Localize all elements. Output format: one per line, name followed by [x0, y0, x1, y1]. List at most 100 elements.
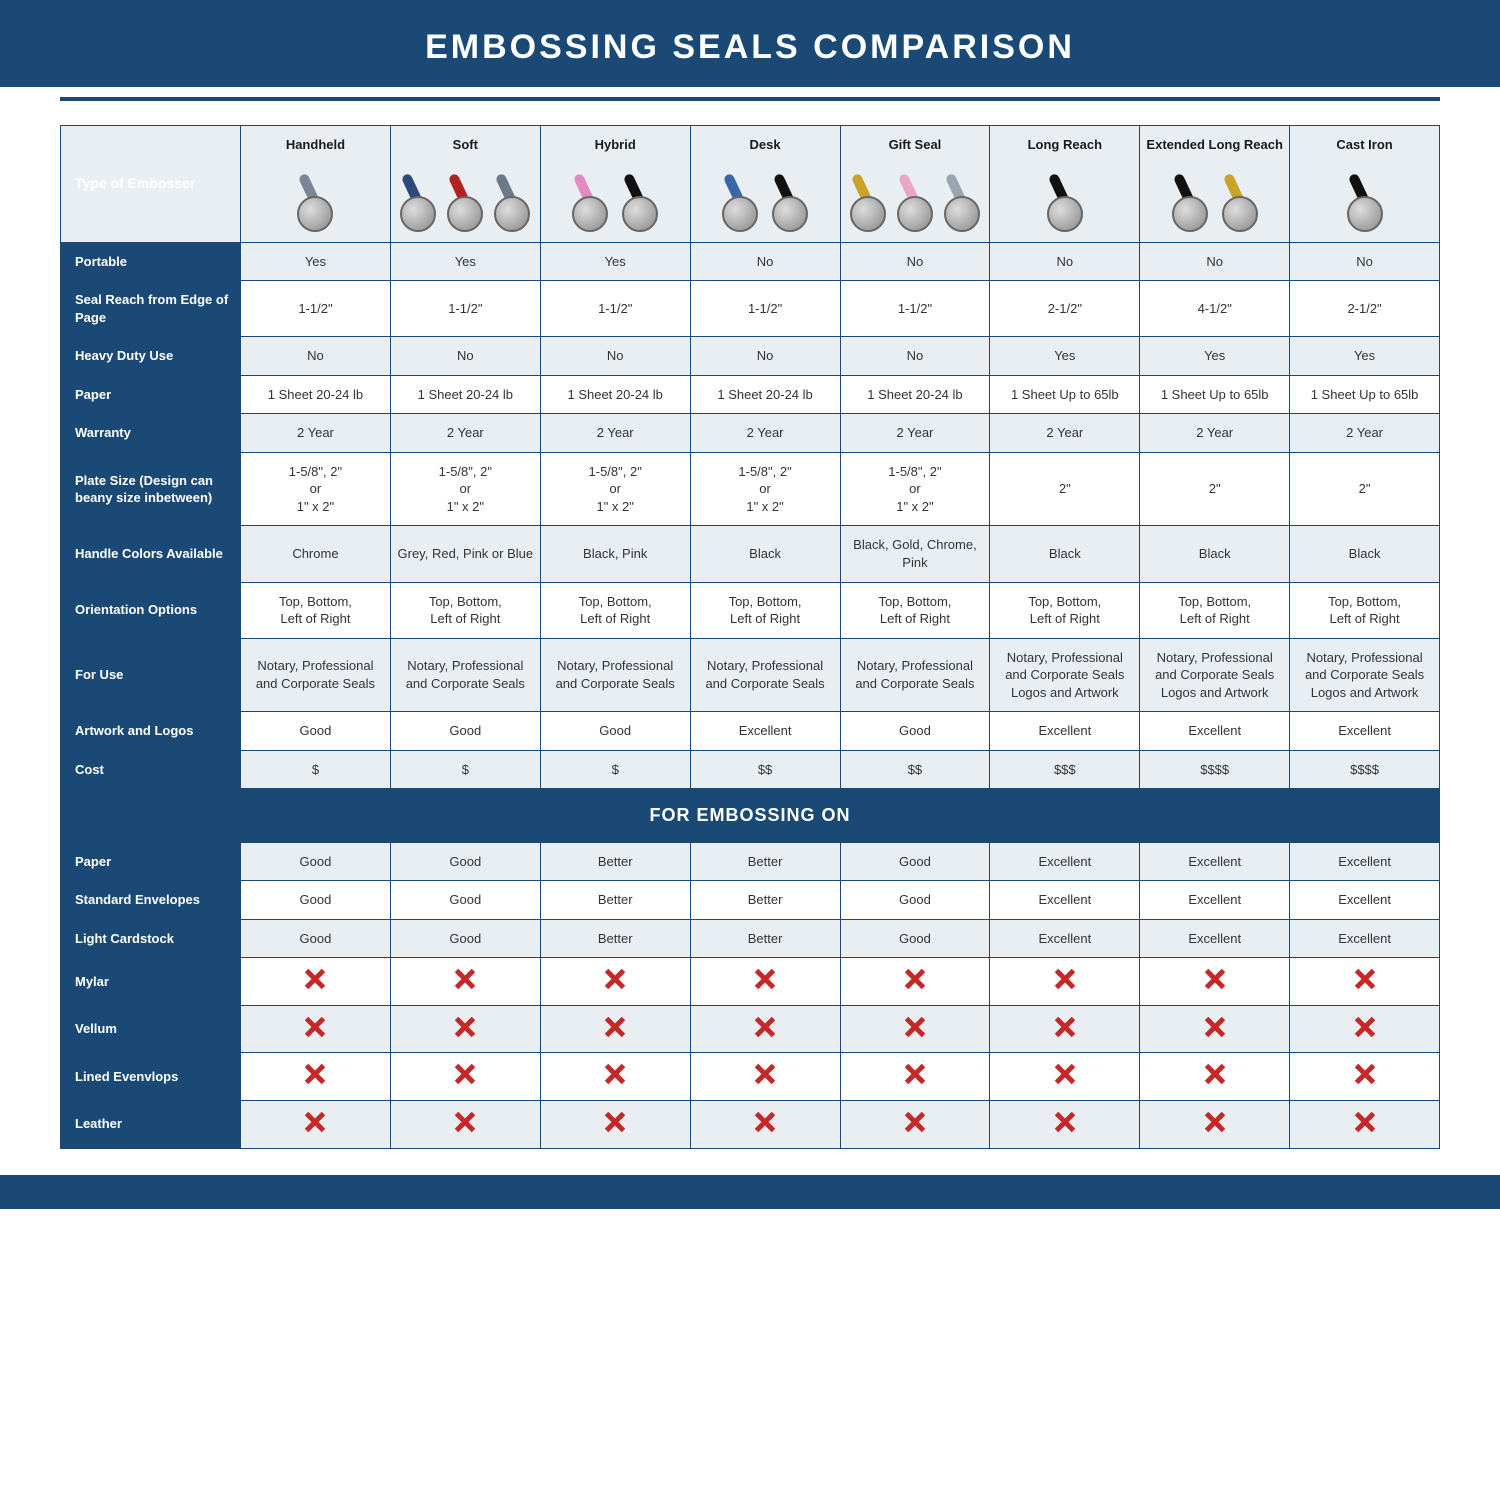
table-cell: No: [840, 337, 990, 376]
table-cell: [690, 958, 840, 1006]
table-cell: 2 Year: [840, 414, 990, 453]
table-cell: Top, Bottom,Left of Right: [241, 582, 391, 638]
table-cell: [540, 958, 690, 1006]
section-header: FOR EMBOSSING ON: [61, 789, 1440, 842]
not-supported-icon: [454, 968, 476, 990]
table-cell: [1290, 1053, 1440, 1101]
table-cell: [990, 1005, 1140, 1053]
not-supported-icon: [754, 968, 776, 990]
table-cell: No: [1140, 242, 1290, 281]
table-cell: 2 Year: [1290, 414, 1440, 453]
table-cell: 1-5/8", 2"or1" x 2": [690, 452, 840, 526]
table-cell: Good: [241, 842, 391, 881]
table-cell: Good: [840, 712, 990, 751]
not-supported-icon: [1354, 1063, 1376, 1085]
row-header: Paper: [61, 375, 241, 414]
table-cell: Good: [241, 712, 391, 751]
table-cell: 1 Sheet 20-24 lb: [390, 375, 540, 414]
table-cell: Excellent: [690, 712, 840, 751]
embosser-thumbnail: [847, 160, 984, 232]
row-header: Vellum: [61, 1005, 241, 1053]
table-cell: Excellent: [1140, 881, 1290, 920]
table-cell: 1-1/2": [390, 281, 540, 337]
table-cell: [1290, 1005, 1440, 1053]
table-cell: Notary, Professional and Corporate Seals: [241, 638, 391, 712]
table-cell: Notary, Professional and Corporate Seals…: [1290, 638, 1440, 712]
not-supported-icon: [1054, 1063, 1076, 1085]
table-cell: Excellent: [1290, 712, 1440, 751]
table-cell: Good: [241, 881, 391, 920]
table-cell: 1-1/2": [840, 281, 990, 337]
table-cell: [840, 1005, 990, 1053]
not-supported-icon: [904, 1111, 926, 1133]
table-cell: Grey, Red, Pink or Blue: [390, 526, 540, 582]
table-cell: 4-1/2": [1140, 281, 1290, 337]
table-cell: [241, 1053, 391, 1101]
table-cell: Excellent: [990, 712, 1140, 751]
table-cell: Top, Bottom,Left of Right: [540, 582, 690, 638]
row-header: Artwork and Logos: [61, 712, 241, 751]
row-header: Lined Evenvlops: [61, 1053, 241, 1101]
table-cell: Black, Gold, Chrome, Pink: [840, 526, 990, 582]
table-cell: $$$: [990, 750, 1140, 789]
column-header: Gift Seal: [840, 126, 990, 243]
not-supported-icon: [304, 1111, 326, 1133]
table-cell: [390, 1100, 540, 1148]
table-cell: [390, 958, 540, 1006]
row-header: Handle Colors Available: [61, 526, 241, 582]
table-cell: 2 Year: [390, 414, 540, 453]
table-cell: 2 Year: [1140, 414, 1290, 453]
table-cell: [1140, 1005, 1290, 1053]
table-cell: 1 Sheet 20-24 lb: [690, 375, 840, 414]
table-cell: Excellent: [990, 842, 1140, 881]
table-cell: Notary, Professional and Corporate Seals…: [990, 638, 1140, 712]
table-cell: [241, 958, 391, 1006]
column-header: Extended Long Reach: [1140, 126, 1290, 243]
not-supported-icon: [1054, 1111, 1076, 1133]
embosser-thumbnail: [397, 160, 534, 232]
table-cell: Notary, Professional and Corporate Seals: [840, 638, 990, 712]
table-cell: No: [990, 242, 1140, 281]
table-cell: Excellent: [1140, 842, 1290, 881]
table-cell: 2": [990, 452, 1140, 526]
table-cell: [241, 1005, 391, 1053]
embosser-thumbnail: [247, 160, 384, 232]
not-supported-icon: [1354, 968, 1376, 990]
table-cell: Better: [690, 881, 840, 920]
table-cell: Yes: [241, 242, 391, 281]
row-header: Heavy Duty Use: [61, 337, 241, 376]
table-cell: Excellent: [1290, 881, 1440, 920]
not-supported-icon: [754, 1063, 776, 1085]
table-cell: 1-1/2": [690, 281, 840, 337]
table-cell: 1-1/2": [540, 281, 690, 337]
table-cell: [1140, 1100, 1290, 1148]
row-header: Paper: [61, 842, 241, 881]
table-cell: Better: [690, 842, 840, 881]
table-cell: Good: [390, 881, 540, 920]
table-cell: 2 Year: [690, 414, 840, 453]
title-underline: [60, 97, 1440, 101]
not-supported-icon: [904, 968, 926, 990]
table-cell: No: [390, 337, 540, 376]
column-label: Long Reach: [996, 136, 1133, 154]
table-cell: [241, 1100, 391, 1148]
table-cell: Better: [540, 881, 690, 920]
column-header: Handheld: [241, 126, 391, 243]
not-supported-icon: [904, 1063, 926, 1085]
not-supported-icon: [754, 1111, 776, 1133]
table-cell: Notary, Professional and Corporate Seals…: [1140, 638, 1290, 712]
table-cell: Top, Bottom,Left of Right: [1290, 582, 1440, 638]
table-cell: Chrome: [241, 526, 391, 582]
not-supported-icon: [1054, 968, 1076, 990]
table-cell: 1 Sheet 20-24 lb: [241, 375, 391, 414]
table-cell: $$$$: [1290, 750, 1440, 789]
column-label: Extended Long Reach: [1146, 136, 1283, 154]
row-header: Leather: [61, 1100, 241, 1148]
row-header: For Use: [61, 638, 241, 712]
not-supported-icon: [304, 1063, 326, 1085]
table-cell: $: [540, 750, 690, 789]
table-cell: [390, 1053, 540, 1101]
column-header: Cast Iron: [1290, 126, 1440, 243]
table-cell: Yes: [990, 337, 1140, 376]
not-supported-icon: [904, 1016, 926, 1038]
